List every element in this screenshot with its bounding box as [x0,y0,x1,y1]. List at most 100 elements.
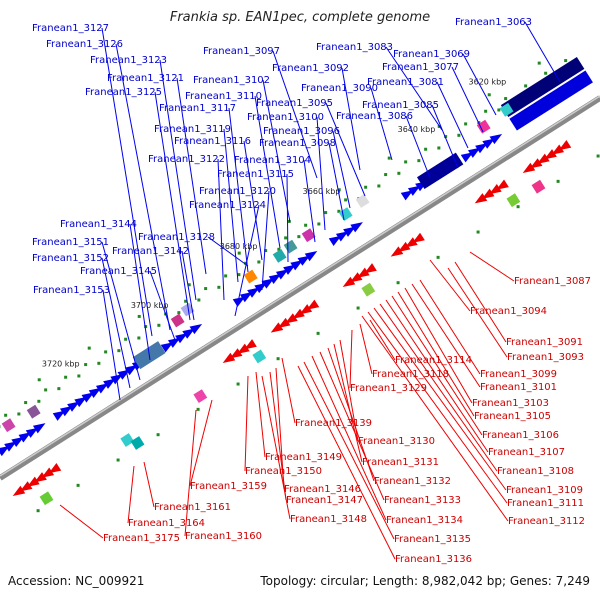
reverse-gene-label[interactable]: Franean1_3175 [103,533,180,544]
reverse-gene-label[interactable]: Franean1_3164 [128,518,205,529]
reverse-gene-label[interactable]: Franean1_3087 [514,276,591,287]
forward-gene-label[interactable]: Franean1_3098 [259,138,336,149]
reverse-gene-arrow [19,481,33,492]
forward-gene-labels: Franean1_3063 Franean1_3069 Franean1_3077 F… [32,17,561,401]
reverse-gene-label[interactable]: Franean1_3103 [472,398,549,409]
forward-gene-label[interactable]: Franean1_3085 [362,100,439,111]
reverse-gene-label[interactable]: Franean1_3133 [384,495,461,506]
reverse-gene-track [12,139,572,496]
reverse-gene-label[interactable]: Franean1_3160 [185,531,262,542]
reverse-gene-label[interactable]: Franean1_3106 [482,430,559,441]
gc-mark [244,261,248,265]
forward-gene-label[interactable]: Franean1_3124 [189,200,266,211]
forward-gene-label[interactable]: Franean1_3128 [138,232,215,243]
reverse-gene-label[interactable]: Franean1_3118 [372,369,449,380]
forward-gene-arrow [268,273,282,285]
forward-gene-label[interactable]: Franean1_3117 [159,103,236,114]
reverse-gene-label[interactable]: Franean1_3148 [290,514,367,525]
reverse-gene-label[interactable]: Franean1_3132 [374,476,451,487]
forward-gene-label[interactable]: Franean1_3151 [32,237,109,248]
reverse-gene-arrow [364,263,377,274]
reverse-gene-label[interactable]: Franean1_3136 [395,554,472,565]
reverse-gene-label[interactable]: Franean1_3150 [245,466,322,477]
reverse-gene-label[interactable]: Franean1_3146 [284,484,361,495]
reverse-gene-label[interactable]: Franean1_3134 [386,515,463,526]
reverse-gene-label[interactable]: Franean1_3099 [480,369,557,380]
forward-gene-arrow [290,260,303,271]
forward-gene-label[interactable]: Franean1_3090 [301,83,378,94]
genome-backbone-highlight [0,95,600,477]
tick-label: 3700 kbp [131,301,169,310]
reverse-gene-label[interactable]: Franean1_3093 [507,352,584,363]
forward-gene-arrow [460,152,474,163]
reverse-gene-label[interactable]: Franean1_3130 [358,436,435,447]
forward-gene-label[interactable]: Franean1_3116 [174,136,251,147]
forward-gene-label[interactable]: Franean1_3125 [85,87,162,98]
forward-gene-label[interactable]: Franean1_3069 [393,49,470,60]
forward-gene-leader-line [431,104,459,169]
reverse-gene-label[interactable]: Franean1_3108 [497,466,574,477]
reverse-gene-label[interactable]: Franean1_3114 [395,355,472,366]
forward-gene-arrow [81,392,95,403]
forward-gene-label[interactable]: Franean1_3127 [32,23,109,34]
reverse-gene-leader-line [59,504,104,539]
forward-gene-label[interactable]: Franean1_3086 [336,111,413,122]
forward-gene-label[interactable]: Franean1_3110 [185,91,262,102]
gc-mark [144,325,148,329]
feature-block [499,102,514,117]
feature-block [120,433,135,447]
reverse-gene-leader-line [261,375,291,520]
forward-gene-label[interactable]: Franean1_3095 [256,98,333,109]
gc-mark [84,363,88,367]
reverse-gene-label[interactable]: Franean1_3094 [470,306,547,317]
reverse-gene-label[interactable]: Franean1_3139 [295,418,372,429]
forward-gene-label[interactable]: Franean1_3119 [154,124,231,135]
forward-gene-label[interactable]: Franean1_3126 [46,39,123,50]
forward-gene-label[interactable]: Franean1_3104 [234,155,311,166]
forward-gene-label[interactable]: Franean1_3122 [148,154,225,165]
forward-gene-label[interactable]: Franean1_3100 [247,112,324,123]
forward-gene-label[interactable]: Franean1_3121 [107,73,184,84]
forward-gene-label[interactable]: Franean1_3077 [382,62,459,73]
reverse-gene-arrow [481,188,495,199]
forward-gene-label[interactable]: Franean1_3115 [217,169,294,180]
reverse-gene-label[interactable]: Franean1_3111 [507,498,584,509]
forward-gene-label[interactable]: Franean1_3081 [367,77,444,88]
reverse-gene-label[interactable]: Franean1_3147 [286,495,363,506]
feature-block [39,491,54,506]
feature-block [130,436,145,450]
reverse-gene-label[interactable]: Franean1_3109 [506,485,583,496]
forward-gene-label[interactable]: Franean1_3142 [112,246,189,257]
forward-gene-label[interactable]: Franean1_3096 [263,126,340,137]
forward-gene-label[interactable]: Franean1_3083 [316,42,393,53]
reverse-gene-label[interactable]: Franean1_3112 [508,516,585,527]
reverse-gene-label[interactable]: Franean1_3161 [154,502,231,513]
reverse-gene-arrow [537,153,550,164]
reverse-gene-arrow [489,184,502,195]
reverse-gene-label[interactable]: Franean1_3101 [480,382,557,393]
forward-gene-label[interactable]: Franean1_3120 [199,186,276,197]
forward-gene-label[interactable]: Franean1_3153 [33,285,110,296]
forward-gene-arrow [175,333,188,344]
reverse-gene-label[interactable]: Franean1_3129 [350,383,427,394]
forward-gene-label[interactable]: Franean1_3092 [272,63,349,74]
forward-gene-label[interactable]: Franean1_3144 [60,219,137,230]
forward-gene-label[interactable]: Franean1_3145 [80,266,157,277]
gc-mark [544,71,548,75]
forward-gene-label[interactable]: Franean1_3123 [90,55,167,66]
forward-gene-label[interactable]: Franean1_3063 [455,17,532,28]
forward-gene-label[interactable]: Franean1_3097 [203,46,280,57]
reverse-gene-arrow [412,232,425,243]
forward-gene-label[interactable]: Franean1_3102 [193,75,270,86]
reverse-gene-label[interactable]: Franean1_3131 [362,457,439,468]
reverse-gene-label[interactable]: Franean1_3149 [265,452,342,463]
reverse-gene-label[interactable]: Franean1_3135 [394,534,471,545]
reverse-gene-label[interactable]: Franean1_3159 [190,481,267,492]
reverse-gene-label[interactable]: Franean1_3105 [474,411,551,422]
feature-block [193,389,208,404]
reverse-gene-leader-line [303,361,395,540]
reverse-gene-label[interactable]: Franean1_3107 [488,447,565,458]
forward-gene-label[interactable]: Franean1_3152 [32,253,109,264]
reverse-gene-label[interactable]: Franean1_3091 [506,337,583,348]
